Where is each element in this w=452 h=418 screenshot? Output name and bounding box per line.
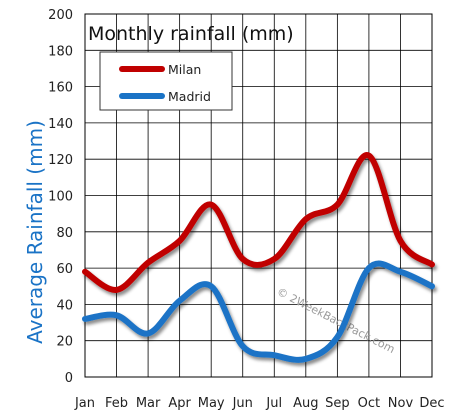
- y-axis-label: Average Rainfall (mm): [23, 120, 47, 344]
- y-tick-label: 100: [48, 190, 73, 205]
- watermark: © 2WeekBackPack.com: [275, 285, 397, 356]
- y-tick-label: 160: [48, 81, 73, 96]
- x-tick-label: Mar: [136, 396, 161, 411]
- y-tick-label: 60: [56, 262, 73, 277]
- y-tick-labels: 0 20 40 60 80 100 120 140 160 180 200: [48, 8, 73, 386]
- y-tick-label: 40: [56, 298, 73, 313]
- series-madrid: [82, 260, 435, 363]
- chart-title-group: Monthly rainfall (mm): [88, 23, 294, 45]
- y-tick-label: 20: [56, 335, 73, 350]
- chart-title: Monthly rainfall (mm): [88, 23, 294, 45]
- x-tick-label: May: [198, 396, 225, 411]
- y-tick-label: 140: [48, 117, 73, 132]
- series-milan: [82, 152, 435, 293]
- y-tick-label: 120: [48, 153, 73, 168]
- x-tick-label: Jan: [74, 396, 95, 411]
- y-axis-label-group: Average Rainfall (mm): [23, 120, 47, 344]
- x-tick-label: Sep: [325, 396, 350, 411]
- legend-box: [99, 51, 233, 111]
- x-tick-label: Dec: [419, 396, 444, 411]
- x-tick-label: Jul: [265, 396, 282, 411]
- y-tick-label: 200: [48, 8, 73, 23]
- series-line-milan: [82, 152, 435, 293]
- x-tick-label: Feb: [105, 396, 128, 411]
- x-tick-label: Aug: [293, 396, 318, 411]
- watermark-text: © 2WeekBackPack.com: [275, 285, 397, 356]
- series-lines: [82, 152, 435, 363]
- x-tick-label: Jun: [232, 396, 253, 411]
- x-tick-label: Oct: [358, 396, 380, 411]
- y-tick-label: 0: [65, 371, 73, 386]
- legend: Milan Madrid: [99, 51, 233, 111]
- legend-label-madrid: Madrid: [168, 89, 211, 104]
- x-tick-label: Nov: [388, 396, 414, 411]
- legend-label-milan: Milan: [168, 62, 201, 77]
- x-tick-labels: Jan Feb Mar Apr May Jun Jul Aug Sep Oct Nov Dec: [74, 396, 445, 411]
- x-tick-label: Apr: [168, 396, 191, 411]
- series-line-madrid: [82, 260, 435, 363]
- y-tick-label: 180: [48, 44, 73, 59]
- y-tick-label: 80: [56, 226, 73, 241]
